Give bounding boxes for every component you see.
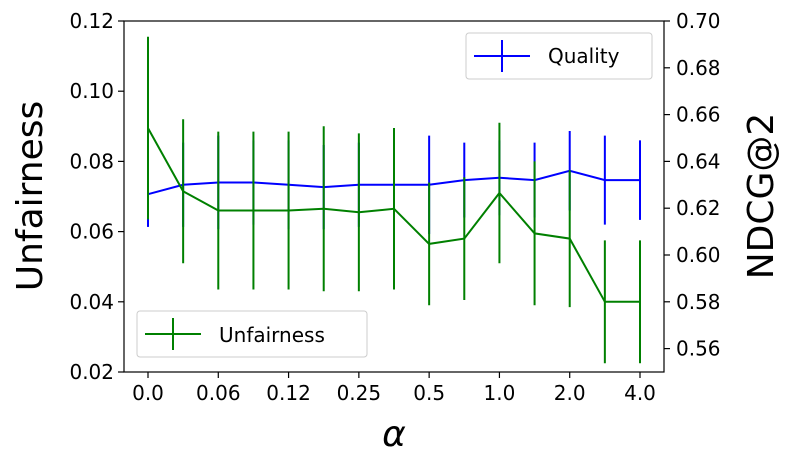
left-y-axis-ticks: 0.02 0.04 0.06 0.08 0.10 0.12 xyxy=(69,9,124,384)
x-tick-label: 0.0 xyxy=(132,381,164,405)
plot-frame xyxy=(123,20,665,373)
right-y-tick-label: 0.62 xyxy=(676,196,721,220)
x-axis-ticks: 0.0 0.06 0.12 0.25 0.5 1.0 2.0 4.0 xyxy=(132,372,656,405)
series-layer xyxy=(147,36,641,364)
series-unfairness xyxy=(147,36,641,364)
legend-unfairness-label: Unfairness xyxy=(219,323,325,347)
left-y-tick-label: 0.10 xyxy=(69,79,114,103)
x-tick-label: 2.0 xyxy=(554,381,586,405)
right-y-tick-label: 0.64 xyxy=(676,149,721,173)
x-tick-label: 0.06 xyxy=(196,381,241,405)
x-tick-label: 1.0 xyxy=(484,381,516,405)
legend-quality-box xyxy=(465,32,653,80)
right-y-tick-label: 0.66 xyxy=(676,103,721,127)
right-y-tick-label: 0.60 xyxy=(676,243,721,267)
x-axis-label: α xyxy=(382,414,406,455)
left-y-tick-label: 0.08 xyxy=(69,149,114,173)
x-tick-label: 4.0 xyxy=(624,381,656,405)
left-y-tick-label: 0.02 xyxy=(69,360,114,384)
legend-unfairness: Unfairness xyxy=(136,310,368,358)
left-y-tick-label: 0.04 xyxy=(69,290,114,314)
left-y-tick-label: 0.12 xyxy=(69,9,114,33)
right-y-axis-label: NDCG@2 xyxy=(741,113,782,280)
right-y-axis-ticks: 0.56 0.58 0.60 0.62 0.64 0.66 0.68 0.70 xyxy=(664,9,721,361)
right-y-tick-label: 0.68 xyxy=(676,56,721,80)
x-tick-label: 0.5 xyxy=(413,381,445,405)
right-y-tick-label: 0.56 xyxy=(676,337,721,361)
x-tick-label: 0.25 xyxy=(337,381,382,405)
unfairness-series-line xyxy=(147,127,640,303)
left-y-tick-label: 0.06 xyxy=(69,220,114,244)
right-y-tick-label: 0.58 xyxy=(676,290,721,314)
legend-unfairness-box xyxy=(136,310,368,358)
legend-quality-label: Quality xyxy=(548,44,620,68)
x-tick-label: 0.12 xyxy=(266,381,311,405)
left-y-axis-label: Unfairness xyxy=(10,101,51,292)
plot-area xyxy=(123,20,665,373)
legend-quality: Quality xyxy=(465,32,653,80)
right-y-tick-label: 0.70 xyxy=(676,9,721,33)
